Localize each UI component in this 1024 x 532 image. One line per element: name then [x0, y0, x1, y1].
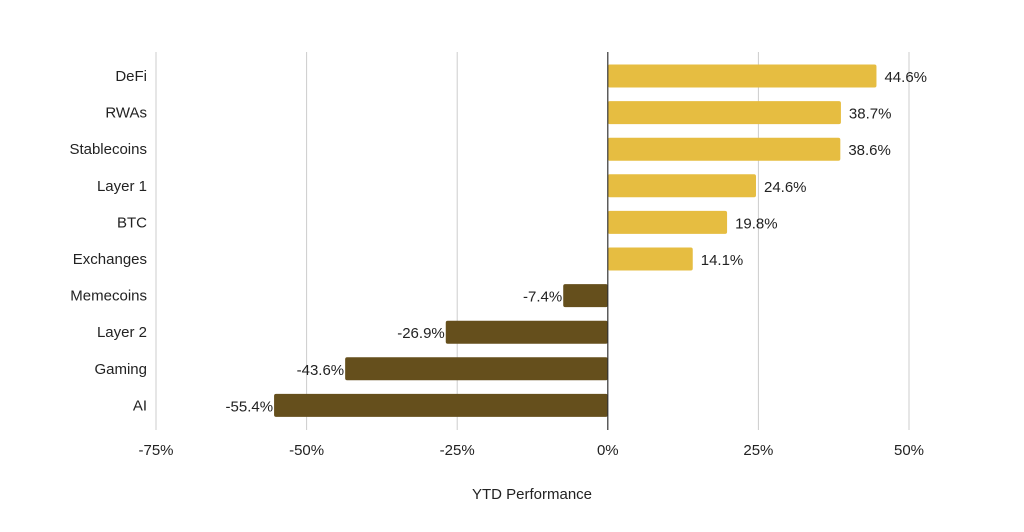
category-label: RWAs: [105, 105, 147, 122]
category-label: Memecoins: [70, 288, 147, 305]
bar: [607, 137, 841, 161]
value-label: 44.6%: [884, 69, 927, 86]
x-tick-label: -50%: [289, 442, 324, 459]
bar: [607, 101, 841, 125]
bar: [607, 210, 728, 234]
value-label: -43.6%: [297, 362, 345, 379]
category-label: Layer 2: [97, 324, 147, 341]
value-label: -55.4%: [226, 398, 274, 415]
value-label: -26.9%: [397, 325, 445, 342]
category-label: DeFi: [115, 68, 147, 85]
value-labels: 44.6% 38.7% 38.6% 24.6% 19.8% 14.1% -7.4% -26.9…: [226, 69, 927, 415]
x-tick-label: 50%: [894, 442, 924, 459]
bar: [345, 357, 608, 381]
category-label: BTC: [117, 214, 147, 231]
bar: [607, 174, 756, 198]
bar: [445, 320, 608, 344]
bar: [274, 393, 608, 417]
bar: [607, 64, 877, 88]
bar: [563, 284, 608, 308]
category-labels: DeFi RWAs Stablecoins Layer 1 BTC Exchanges Me…: [69, 68, 147, 414]
x-tick-labels: -75% -50% -25% 0% 25% 50%: [138, 442, 924, 459]
value-label: 38.7%: [849, 106, 892, 123]
x-tick-label: 0%: [597, 442, 619, 459]
x-tick-label: -75%: [138, 442, 173, 459]
value-label: 19.8%: [735, 215, 778, 232]
value-label: 24.6%: [764, 179, 807, 196]
x-axis-title: YTD Performance: [472, 486, 592, 503]
category-label: Layer 1: [97, 178, 147, 195]
category-label: Stablecoins: [69, 141, 147, 158]
category-label: Gaming: [94, 361, 147, 378]
category-label: Exchanges: [73, 251, 147, 268]
bar: [607, 247, 693, 271]
bars: [274, 64, 877, 417]
value-label: -7.4%: [523, 289, 562, 306]
value-label: 38.6%: [848, 142, 891, 159]
x-tick-label: -25%: [440, 442, 475, 459]
category-label: AI: [133, 397, 147, 414]
value-label: 14.1%: [701, 252, 744, 269]
x-tick-label: 25%: [743, 442, 773, 459]
